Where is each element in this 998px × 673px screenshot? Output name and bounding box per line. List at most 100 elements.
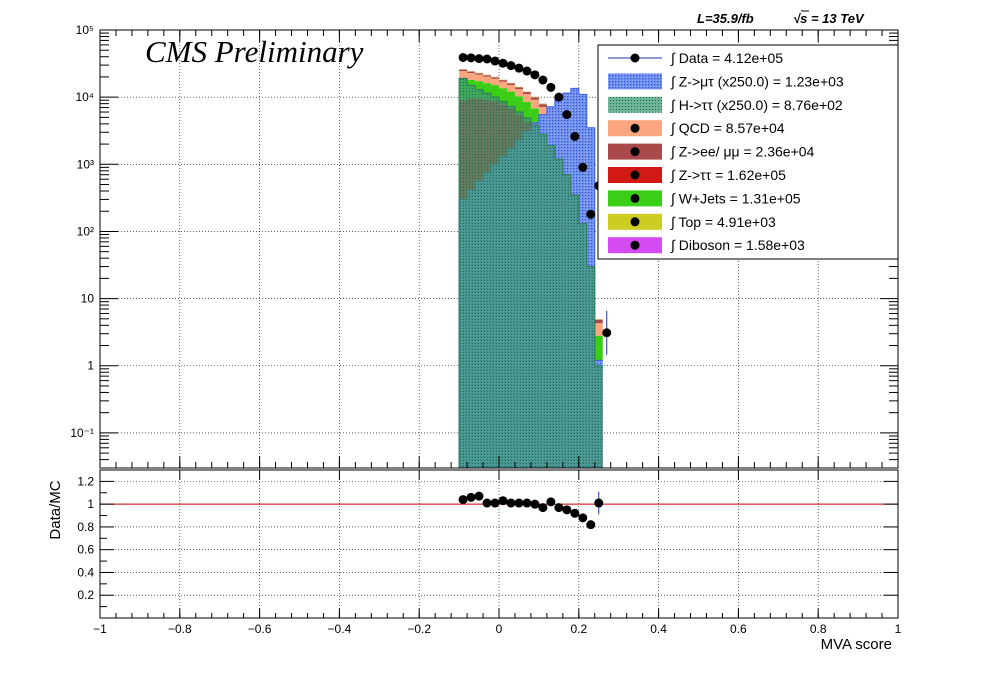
ratio-point — [474, 491, 484, 501]
signal_htautau-bar — [514, 112, 523, 468]
data-point — [514, 63, 524, 73]
ratio-point — [458, 495, 468, 505]
ratio-y-tick-label: 0.6 — [77, 543, 94, 557]
signal_htautau-bar — [506, 106, 515, 468]
legend-swatch-signal_htautau — [608, 96, 662, 113]
legend-label-ztautau: ∫ Z->ττ = 1.62e+05 — [670, 167, 786, 183]
data-point — [498, 58, 508, 68]
ratio-y-axis-label: Data/MC — [47, 480, 64, 539]
signal_htautau-bar — [594, 365, 603, 468]
data-points — [458, 52, 612, 355]
signal_htautau-bar — [475, 89, 484, 468]
ratio-point — [538, 503, 548, 513]
zll-bar — [467, 71, 476, 73]
top-y-tick-label: 10⁻¹ — [70, 426, 94, 440]
zll-bar — [475, 73, 484, 75]
qcd-bar — [538, 106, 547, 117]
wjets-bar — [514, 96, 523, 115]
data-point — [466, 53, 476, 63]
zll-bar — [459, 69, 468, 72]
x-tick-label: −0.2 — [407, 622, 431, 636]
x-axis-label: MVA score — [821, 636, 892, 653]
legend-label-top: ∫ Top = 4.91e+03 — [670, 214, 776, 230]
signal_htautau-bar — [522, 117, 531, 468]
signal_htautau-bar — [483, 93, 492, 468]
data-point — [554, 92, 564, 102]
legend-label-qcd: ∫ QCD = 8.57e+04 — [670, 120, 785, 136]
ratio-point — [466, 492, 476, 502]
top-y-tick-label: 1 — [87, 359, 94, 373]
data-point — [578, 162, 588, 172]
data-point — [538, 75, 548, 85]
legend-marker-ztautau — [630, 170, 640, 180]
wjets-bar — [522, 101, 531, 123]
top-axis-ticks: 10⁻¹ 1 10 10² 10³ 10⁴ 10⁵ — [70, 23, 899, 469]
legend-label-diboson: ∫ Diboson = 1.58e+03 — [670, 237, 805, 253]
legend-marker-zll — [630, 147, 640, 157]
legend-label-zll: ∫ Z->ee/ μμ = 2.36e+04 — [670, 144, 815, 160]
data-point — [522, 66, 532, 76]
qcd-bar — [522, 94, 531, 102]
ratio-point — [570, 508, 580, 518]
legend-marker-qcd — [630, 123, 640, 133]
legend-swatch-signal_mutau — [608, 73, 662, 90]
legend-label-signal_mutau: ∫ Z->μτ (x250.0) = 1.23e+03 — [670, 73, 844, 89]
qcd-bar — [499, 81, 507, 89]
data-point — [562, 110, 572, 120]
luminosity-label: L=35.9/fb — [697, 11, 754, 26]
ratio-y-tick-label: 1 — [87, 497, 94, 511]
ratio-point — [530, 499, 540, 509]
zll-bar — [499, 80, 507, 82]
signal-histograms — [458, 77, 603, 468]
wjets-bar — [491, 85, 499, 102]
ratio-point — [522, 498, 532, 508]
ratio-axis-ticks: 0.2 0.4 0.6 0.8 1 1.2 −1 −0.8 −0.6 −0.4 −0.2 0 0.2 0.… — [77, 469, 902, 636]
legend-label-wjets: ∫ W+Jets = 1.31e+05 — [670, 190, 801, 206]
signal_htautau-bar — [586, 266, 595, 468]
ratio-point — [554, 503, 564, 513]
x-tick-label: −0.8 — [168, 622, 192, 636]
legend: ∫ Data = 4.12e+05 ∫ Z->μτ (x250.0) = 1.23… — [597, 44, 899, 260]
top-y-tick-label: 10³ — [77, 157, 94, 171]
zll-bar — [594, 319, 603, 324]
top-y-tick-label: 10² — [77, 224, 94, 238]
top-bar — [594, 319, 603, 320]
legend-marker-top — [630, 217, 640, 227]
ratio-point — [578, 513, 588, 523]
qcd-bar — [491, 78, 499, 86]
ratio-points — [458, 491, 604, 530]
qcd-bar — [483, 76, 492, 84]
wjets-bar — [483, 83, 492, 100]
wjets-bar — [530, 108, 539, 133]
x-tick-label: −0.6 — [248, 622, 272, 636]
qcd-bar — [530, 99, 539, 109]
signal_htautau-bar — [570, 194, 579, 468]
zll-bar — [506, 83, 515, 85]
ratio-point — [482, 498, 492, 508]
data-point — [586, 209, 596, 219]
ratio-gridlines — [99, 470, 899, 618]
signal_htautau-bar — [538, 134, 547, 468]
legend-marker-diboson — [630, 240, 640, 250]
qcd-bar — [506, 84, 515, 92]
qcd-bar — [594, 323, 603, 336]
signal_htautau-outline — [458, 77, 603, 468]
signal_htautau-bar — [499, 101, 507, 468]
x-tick-label: 0.4 — [650, 622, 667, 636]
qcd-bar — [459, 71, 468, 79]
wjets-bar — [499, 88, 507, 105]
data-point — [570, 131, 580, 141]
top-y-tick-label: 10⁴ — [75, 90, 94, 104]
x-tick-label: 0.6 — [730, 622, 747, 636]
signal_htautau-bar — [459, 78, 468, 468]
ratio-y-tick-label: 0.8 — [77, 520, 94, 534]
wjets-bar — [594, 335, 603, 373]
x-tick-label: 0 — [496, 622, 503, 636]
ratio-panel-frame — [99, 469, 899, 619]
qcd-bar — [475, 74, 484, 82]
legend-label-data: ∫ Data = 4.12e+05 — [670, 50, 783, 66]
data-point — [602, 328, 612, 338]
ratio-y-tick-label: 0.4 — [77, 565, 94, 579]
x-tick-label: 0.2 — [570, 622, 587, 636]
